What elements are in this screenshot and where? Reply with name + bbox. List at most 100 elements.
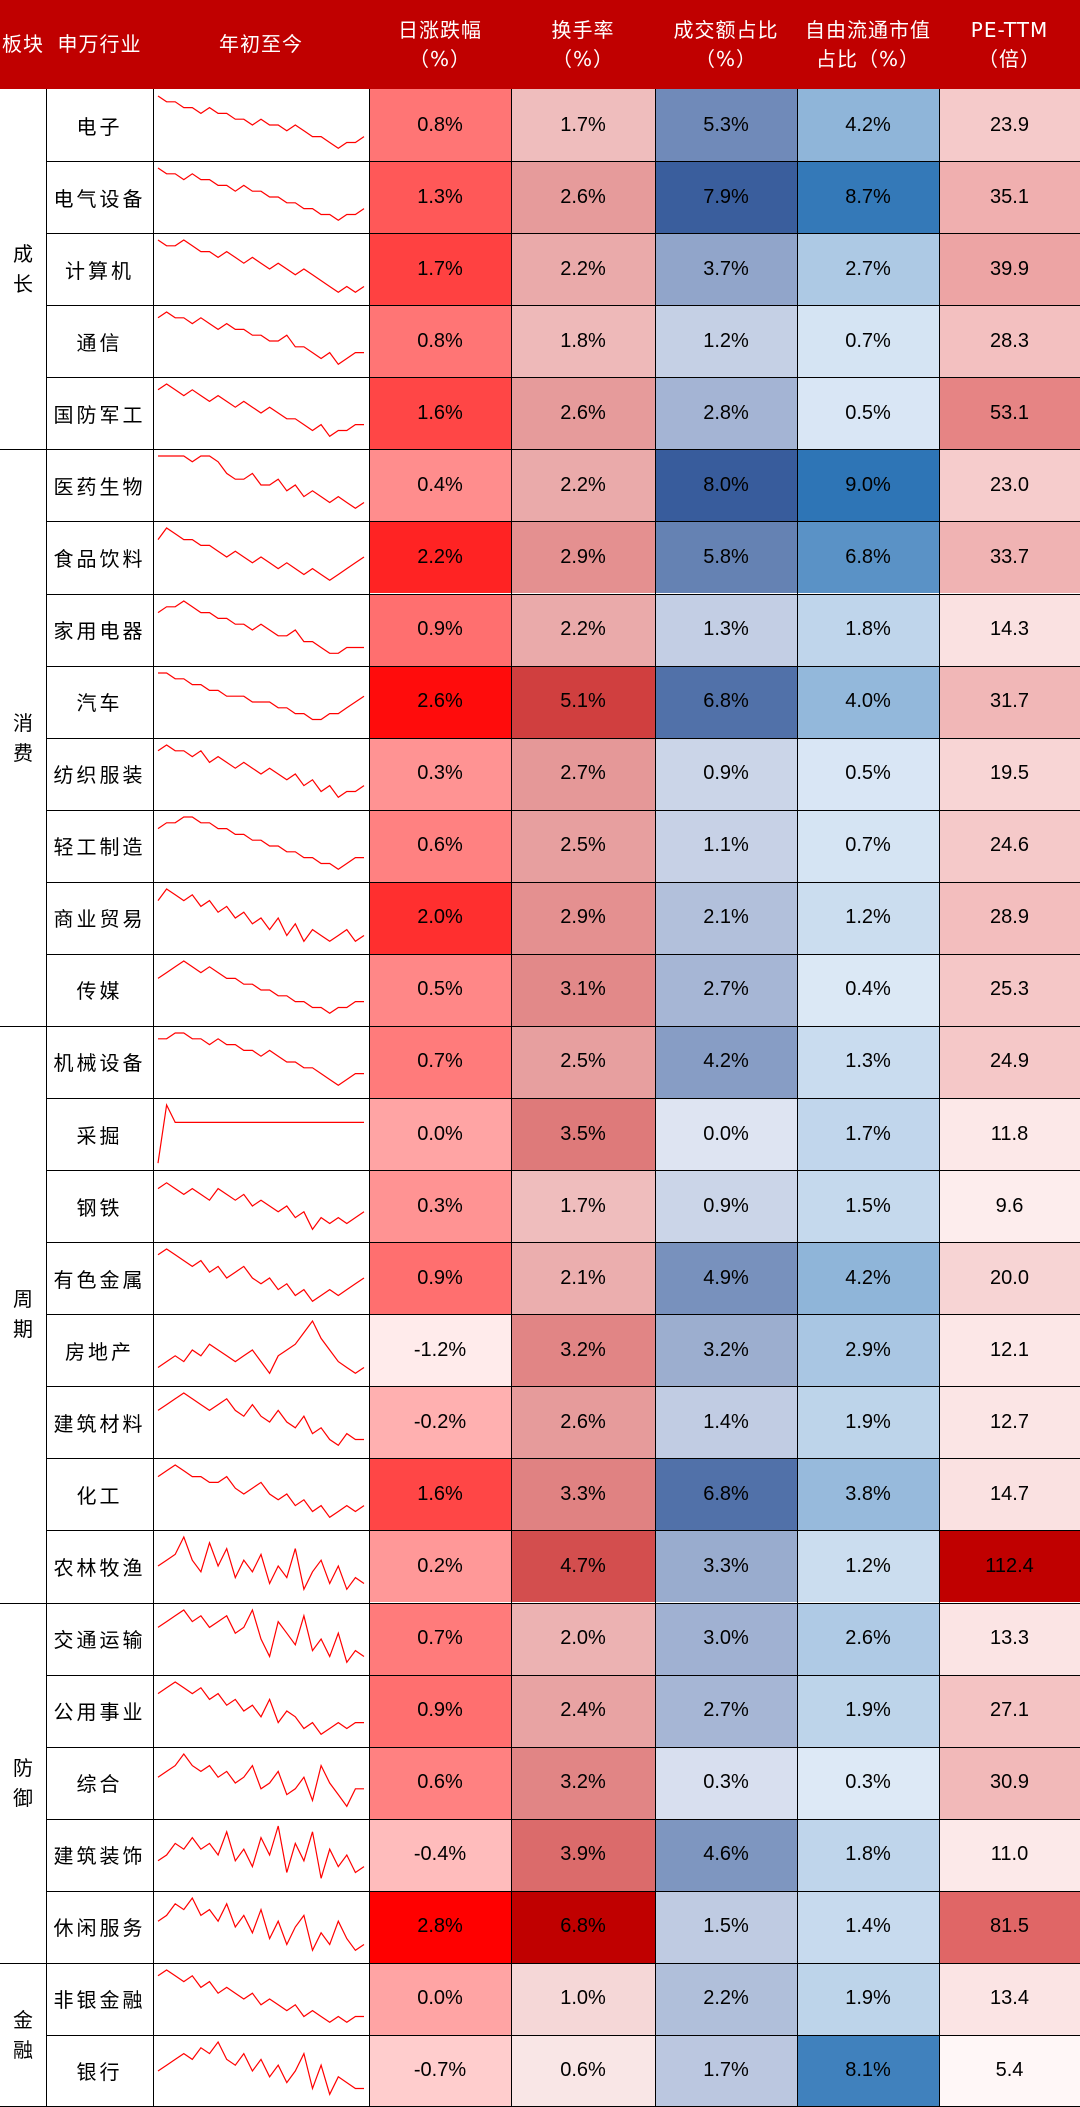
ytd-sparkline bbox=[157, 1825, 365, 1879]
value-cell-volume-share: 0.3% bbox=[655, 1746, 797, 1819]
value-cell-pe-ttm: 12.1 bbox=[939, 1314, 1080, 1387]
column-divider bbox=[939, 89, 940, 2107]
section-label-char: 御 bbox=[13, 1785, 33, 1810]
section-label-char: 期 bbox=[13, 1317, 33, 1342]
sparkline-path bbox=[157, 1969, 364, 2023]
ytd-sparkline bbox=[157, 599, 364, 654]
ytd-sparkline bbox=[158, 455, 365, 510]
ytd-sparkline bbox=[157, 239, 365, 294]
section-label: 防御 bbox=[0, 1603, 46, 1963]
sparkline-path bbox=[157, 816, 364, 870]
industry-name: 医药生物 bbox=[53, 474, 146, 499]
value-cell-turnover: 1.7% bbox=[511, 1170, 655, 1243]
value-cell-turnover: 2.2% bbox=[511, 449, 655, 522]
row-divider bbox=[46, 377, 1080, 379]
sparkline-path bbox=[157, 960, 364, 1014]
sparkline-path bbox=[158, 671, 365, 720]
column-header: PE-TTM （倍） bbox=[939, 0, 1080, 89]
sparkline-path bbox=[157, 743, 365, 798]
value-cell-pe-ttm: 11.8 bbox=[939, 1098, 1080, 1171]
value-cell-daily-change: -0.2% bbox=[369, 1386, 511, 1459]
value-cell-volume-share: 6.8% bbox=[655, 1458, 797, 1531]
column-header-line: 年初至今 bbox=[219, 32, 303, 56]
value-cell-turnover: 3.9% bbox=[511, 1818, 655, 1891]
value-cell-turnover: 0.6% bbox=[511, 2034, 655, 2107]
column-header-line: 占比（%） bbox=[815, 46, 920, 71]
section-label-char: 成 bbox=[13, 242, 33, 267]
industry-name: 家用电器 bbox=[53, 619, 146, 644]
industry-name: 汽车 bbox=[76, 691, 123, 716]
column-header: 成交额占比 （%） bbox=[655, 0, 797, 89]
value-cell-daily-change: -0.7% bbox=[369, 2034, 511, 2107]
ytd-sparkline bbox=[157, 1392, 364, 1447]
industry-name: 电气设备 bbox=[53, 186, 146, 211]
value-cell-mktcap-share: 1.9% bbox=[797, 1962, 939, 2035]
value-cell-pe-ttm: 28.3 bbox=[939, 305, 1080, 378]
row-divider bbox=[46, 1674, 1080, 1676]
value-cell-turnover: 2.5% bbox=[511, 1025, 655, 1098]
ytd-sparkline bbox=[157, 816, 364, 870]
value-cell-pe-ttm: 39.9 bbox=[939, 233, 1080, 306]
value-cell-daily-change: 0.2% bbox=[369, 1530, 511, 1603]
industry-name: 通信 bbox=[76, 330, 123, 355]
column-header-line: 成交额占比 bbox=[673, 17, 779, 42]
column-divider bbox=[655, 89, 656, 2107]
sparkline-path bbox=[157, 383, 364, 438]
value-cell-pe-ttm: 112.4 bbox=[939, 1530, 1080, 1603]
sparkline-path bbox=[157, 1248, 365, 1303]
section-label-char: 融 bbox=[13, 2037, 33, 2062]
row-divider bbox=[46, 305, 1080, 307]
industry-name: 电子 bbox=[76, 114, 123, 139]
column-header: 日涨跌幅 （%） bbox=[369, 0, 511, 89]
row-divider bbox=[46, 1386, 1080, 1388]
value-cell-pe-ttm: 13.3 bbox=[939, 1602, 1080, 1675]
value-cell-pe-ttm: 25.3 bbox=[939, 953, 1080, 1026]
ytd-sparkline bbox=[157, 960, 364, 1014]
column-header: 自由流通市值 占比（%） bbox=[797, 0, 939, 89]
value-cell-turnover: 3.1% bbox=[511, 953, 655, 1026]
value-cell-volume-share: 1.3% bbox=[655, 593, 797, 666]
value-cell-volume-share: 2.2% bbox=[655, 1962, 797, 2035]
value-cell-mktcap-share: 4.2% bbox=[797, 1242, 939, 1315]
sparkline-path bbox=[157, 1535, 365, 1592]
value-cell-volume-share: 1.5% bbox=[655, 1890, 797, 1963]
value-cell-mktcap-share: 1.9% bbox=[797, 1386, 939, 1459]
industry-name: 纺织服装 bbox=[53, 763, 146, 788]
section-divider bbox=[0, 1962, 1080, 1964]
column-header: 板块 bbox=[0, 0, 46, 89]
value-cell-pe-ttm: 5.4 bbox=[939, 2034, 1080, 2107]
value-cell-daily-change: 0.9% bbox=[369, 1242, 511, 1315]
value-cell-pe-ttm: 33.7 bbox=[939, 521, 1080, 594]
value-cell-volume-share: 3.3% bbox=[655, 1530, 797, 1603]
ytd-sparkline bbox=[157, 1752, 364, 1808]
ytd-sparkline bbox=[157, 1103, 364, 1164]
value-cell-mktcap-share: 2.9% bbox=[797, 1314, 939, 1387]
ytd-sparkline bbox=[157, 95, 365, 150]
value-cell-pe-ttm: 28.9 bbox=[939, 881, 1080, 954]
column-header-line: （倍） bbox=[978, 46, 1041, 71]
value-cell-daily-change: 0.0% bbox=[369, 1962, 511, 2035]
section-label: 周期 bbox=[0, 1026, 46, 1603]
row-divider bbox=[46, 1170, 1080, 1172]
value-cell-mktcap-share: 6.8% bbox=[797, 521, 939, 594]
column-header: 年初至今 bbox=[153, 0, 369, 89]
industry-name: 有色金属 bbox=[53, 1267, 146, 1292]
sparkline-path bbox=[157, 311, 364, 366]
value-cell-daily-change: 1.6% bbox=[369, 1458, 511, 1531]
industry-name: 机械设备 bbox=[53, 1051, 146, 1076]
ytd-sparkline bbox=[157, 383, 364, 438]
ytd-sparkline bbox=[157, 1182, 365, 1231]
value-cell-pe-ttm: 14.7 bbox=[939, 1458, 1080, 1531]
value-cell-turnover: 3.2% bbox=[511, 1314, 655, 1387]
value-cell-daily-change: 0.5% bbox=[369, 953, 511, 1026]
value-cell-pe-ttm: 23.9 bbox=[939, 89, 1080, 162]
ytd-sparkline bbox=[157, 167, 365, 222]
column-header-line: PE-TTM bbox=[970, 17, 1049, 42]
value-cell-mktcap-share: 1.7% bbox=[797, 1098, 939, 1171]
section-label-char: 周 bbox=[13, 1287, 33, 1312]
column-header-line: 换手率 bbox=[551, 17, 615, 42]
value-cell-mktcap-share: 8.7% bbox=[797, 161, 939, 234]
value-cell-pe-ttm: 20.0 bbox=[939, 1242, 1080, 1315]
value-cell-mktcap-share: 1.3% bbox=[797, 1025, 939, 1098]
